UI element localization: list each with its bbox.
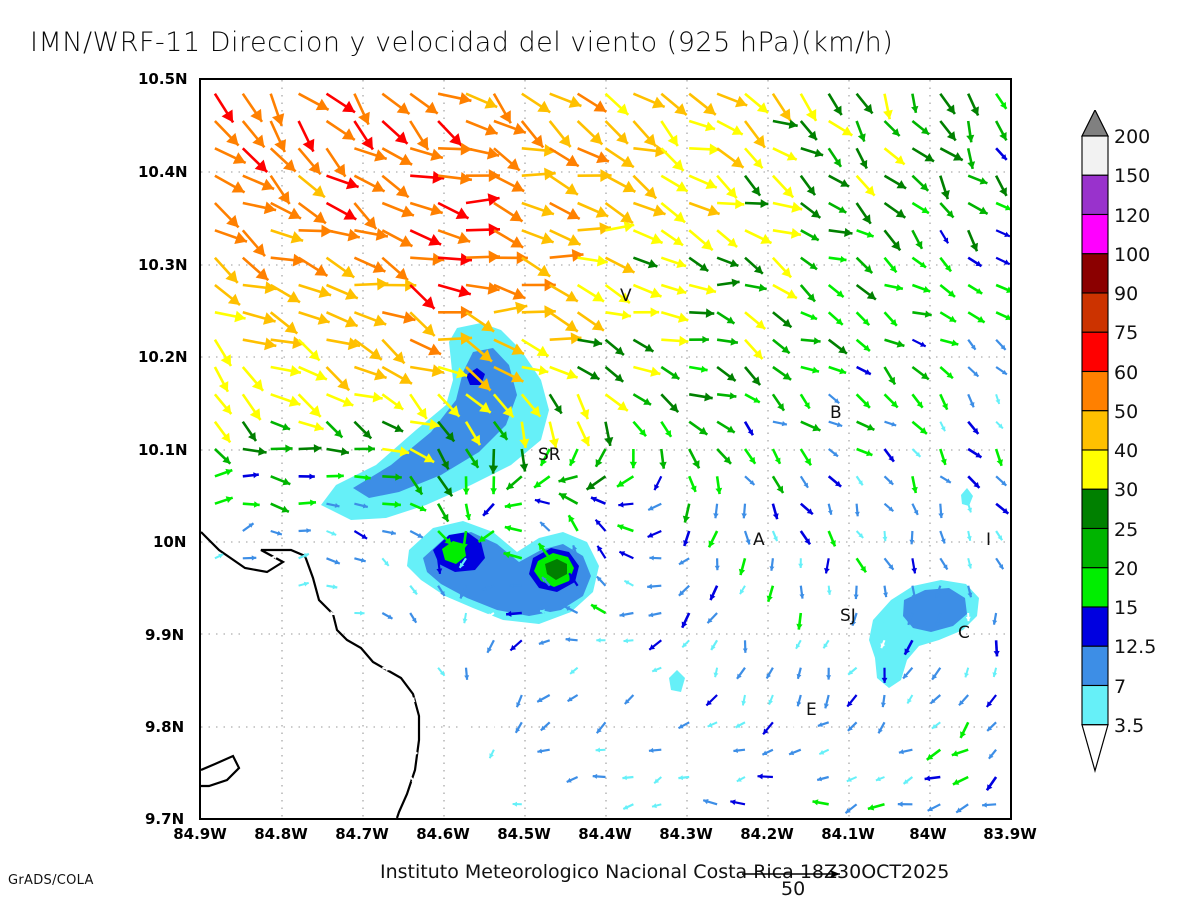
x-tick-label: 83.9W bbox=[983, 825, 1037, 843]
x-tick-label: 84.9W bbox=[173, 825, 227, 843]
city-label: V bbox=[620, 286, 632, 306]
colorbar-band bbox=[1081, 684, 1109, 726]
wind-arrows bbox=[210, 92, 1010, 814]
colorbar-tick-label: 90 bbox=[1114, 283, 1139, 305]
city-label: SR bbox=[538, 445, 561, 465]
colorbar-tick-label: 100 bbox=[1114, 243, 1151, 266]
colorbar-band bbox=[1081, 488, 1109, 530]
y-tick-label: 9.8N bbox=[145, 718, 185, 736]
y-tick-label: 10N bbox=[153, 533, 187, 551]
colorbar-tick-label: 25 bbox=[1114, 518, 1139, 541]
city-label: B bbox=[830, 403, 842, 423]
colorbar-band bbox=[1081, 292, 1109, 333]
colorbar bbox=[1081, 110, 1109, 773]
speed-contour-shading bbox=[321, 323, 979, 692]
colorbar-band bbox=[1081, 606, 1109, 647]
colorbar-tick-label: 150 bbox=[1114, 165, 1151, 188]
colorbar-band bbox=[1081, 174, 1109, 216]
city-label: E bbox=[806, 700, 817, 720]
colorbar-band bbox=[1081, 370, 1109, 412]
colorbar-band bbox=[1081, 567, 1109, 608]
x-tick-label: 84W bbox=[909, 825, 947, 843]
colorbar-band bbox=[1081, 135, 1109, 176]
coastline bbox=[201, 531, 421, 818]
colorbar-tick-label: 50 bbox=[1114, 400, 1139, 423]
city-label: SJ bbox=[840, 606, 856, 626]
city-label: C bbox=[958, 623, 970, 643]
x-tick-label: 84.1W bbox=[821, 825, 875, 843]
colorbar-tick-label: 30 bbox=[1114, 479, 1139, 502]
colorbar-band bbox=[1081, 213, 1109, 255]
y-tick-label: 10.5N bbox=[138, 70, 188, 88]
colorbar-tick-label: 20 bbox=[1114, 557, 1139, 580]
x-tick-label: 84.5W bbox=[497, 825, 551, 843]
colorbar-tick-label: 60 bbox=[1114, 361, 1139, 384]
wind-vector-field bbox=[201, 80, 1010, 818]
y-tick-label: 10.4N bbox=[138, 163, 188, 181]
colorbar-band bbox=[1081, 527, 1109, 569]
reference-vector-label: 50 bbox=[781, 878, 806, 900]
colorbar-band bbox=[1081, 331, 1109, 373]
x-tick-label: 84.2W bbox=[740, 825, 794, 843]
colorbar-band bbox=[1081, 410, 1109, 451]
colorbar-tick-label: 40 bbox=[1114, 440, 1139, 462]
colorbar-tick-label: 200 bbox=[1114, 126, 1151, 148]
colorbar-band bbox=[1081, 449, 1109, 490]
city-label: I bbox=[986, 530, 992, 550]
colorbar-tick-label: 3.5 bbox=[1114, 714, 1145, 737]
reference-vector-arrow bbox=[742, 870, 840, 878]
y-tick-label: 10.2N bbox=[138, 348, 188, 366]
x-tick-label: 84.8W bbox=[254, 825, 308, 843]
colorbar-tick-label: 15 bbox=[1114, 597, 1139, 619]
page-title: IMN/WRF-11 Direccion y velocidad del vie… bbox=[30, 27, 894, 58]
colorbar-tick-label: 12.5 bbox=[1114, 636, 1157, 659]
city-label: A bbox=[753, 530, 765, 550]
x-tick-label: 84.6W bbox=[416, 825, 470, 843]
colorbar-band bbox=[1081, 645, 1109, 687]
y-tick-label: 10.1N bbox=[138, 441, 188, 459]
colorbar-band bbox=[1081, 253, 1109, 294]
y-tick-label: 10.3N bbox=[138, 256, 188, 274]
x-tick-label: 84.7W bbox=[335, 825, 389, 843]
y-tick-label: 9.7N bbox=[145, 810, 185, 828]
y-tick-label: 9.9N bbox=[145, 626, 185, 644]
wind-map-plot bbox=[199, 78, 1012, 820]
colorbar-tick-label: 75 bbox=[1114, 322, 1139, 345]
colorbar-bottom-arrow bbox=[1081, 724, 1109, 773]
colorbar-tick-label: 120 bbox=[1114, 204, 1151, 227]
colorbar-top-arrow bbox=[1081, 110, 1109, 137]
x-tick-label: 84.3W bbox=[659, 825, 713, 843]
colorbar-tick-label: 7 bbox=[1114, 675, 1127, 698]
software-credit: GrADS/COLA bbox=[8, 873, 94, 888]
x-tick-label: 84.4W bbox=[578, 825, 632, 843]
footer-credit: Instituto Meteorologico Nacional Costa R… bbox=[380, 861, 950, 883]
